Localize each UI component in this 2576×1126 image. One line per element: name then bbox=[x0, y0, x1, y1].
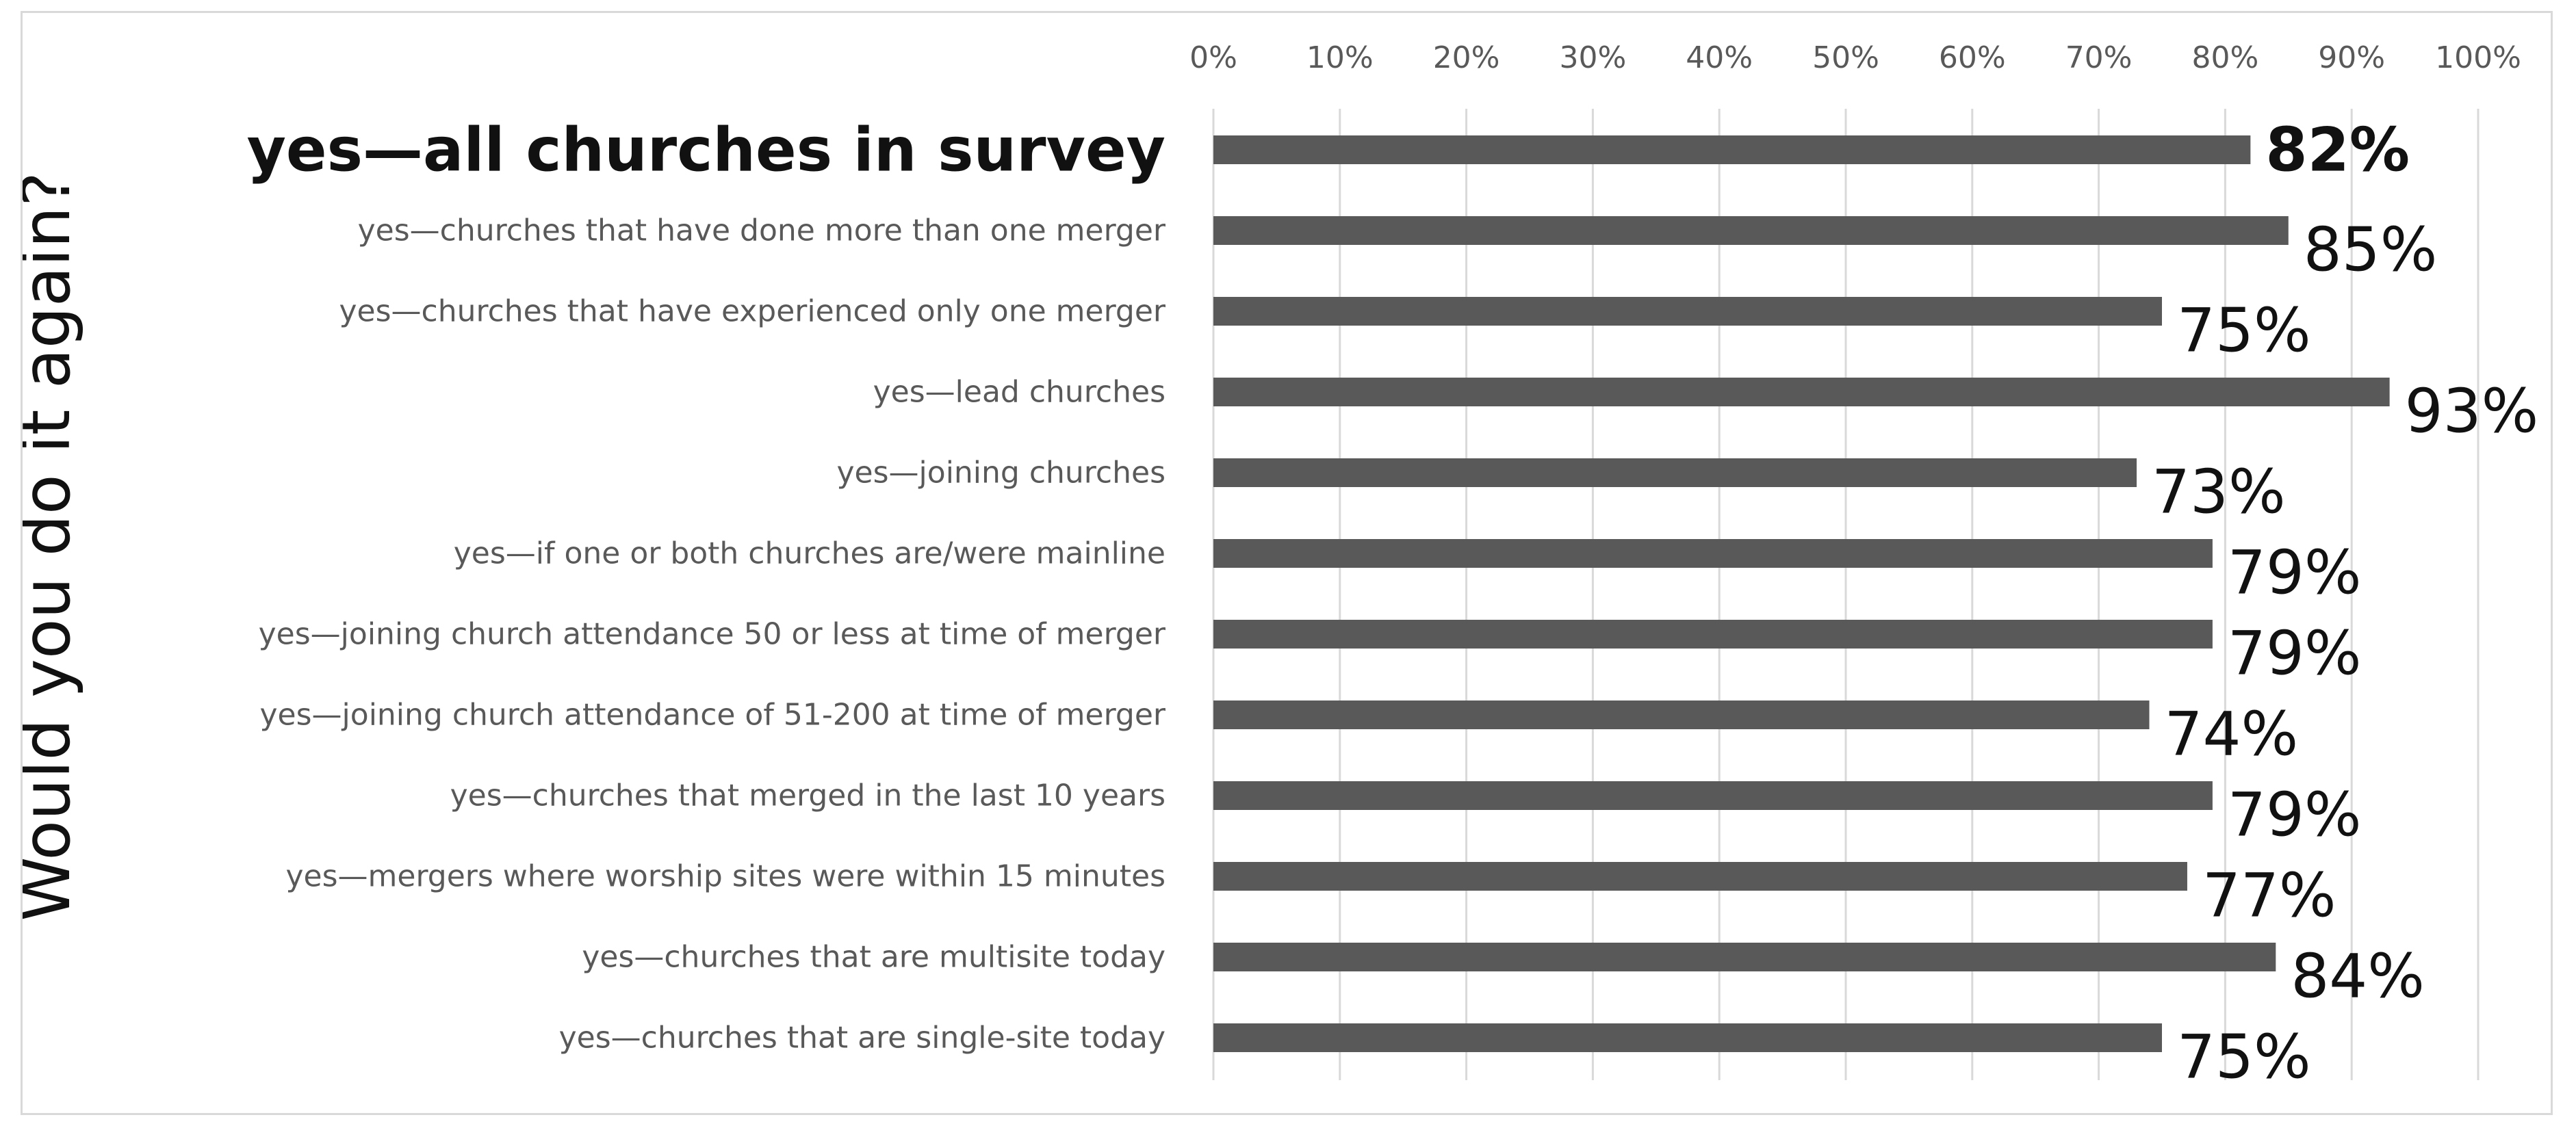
value-label: 84% bbox=[2291, 941, 2425, 1012]
x-tick-label: 40% bbox=[1686, 40, 1753, 75]
category-label: yes—churches that have done more than on… bbox=[358, 213, 1166, 248]
x-tick-label: 20% bbox=[1433, 40, 1500, 75]
category-label: yes—mergers where worship sites were wit… bbox=[286, 859, 1166, 894]
x-tick-label: 50% bbox=[1812, 40, 1879, 75]
category-labels: yes—all churches in survey yes—churches t… bbox=[247, 115, 1166, 1056]
bar bbox=[1213, 943, 2276, 971]
value-label: 85% bbox=[2304, 215, 2438, 285]
value-label: 79% bbox=[2228, 780, 2362, 850]
category-label: yes—churches that are single-site today bbox=[559, 1021, 1165, 1056]
x-tick-label: 0% bbox=[1189, 40, 1237, 75]
value-label: 79% bbox=[2228, 618, 2362, 689]
bar bbox=[1213, 378, 2390, 406]
bar bbox=[1213, 216, 2289, 245]
x-axis-tick-labels: 0% 10% 20% 30% 40% 50% 60% 70% 80% 90% 100% bbox=[1189, 40, 2521, 75]
x-tick-label: 70% bbox=[2065, 40, 2133, 75]
bar-chart: 0% 10% 20% 30% 40% 50% 60% 70% 80% 90% 100% yes—al… bbox=[23, 40, 2538, 1092]
value-labels: 82% 85% 75% 93% 73% 79% 79% 74% 79% 77% 84% 75% bbox=[2152, 115, 2538, 1092]
category-label: yes—joining church attendance of 51-200 … bbox=[260, 698, 1166, 733]
value-label: 73% bbox=[2152, 457, 2286, 527]
category-label: yes—lead churches bbox=[873, 375, 1165, 410]
category-label: yes—all churches in survey bbox=[247, 115, 1165, 185]
value-label: 79% bbox=[2228, 538, 2362, 608]
category-label: yes—churches that are multisite today bbox=[582, 940, 1165, 975]
x-tick-label: 100% bbox=[2435, 40, 2521, 75]
y-axis-title: Would you do it again? bbox=[23, 172, 85, 921]
value-label: 74% bbox=[2165, 699, 2299, 770]
bar bbox=[1213, 1023, 2162, 1052]
value-label: 77% bbox=[2202, 861, 2336, 931]
bar bbox=[1213, 539, 2213, 568]
category-label: yes—joining church attendance 50 or less… bbox=[259, 617, 1166, 652]
value-label: 82% bbox=[2265, 115, 2410, 185]
value-label: 75% bbox=[2177, 1022, 2311, 1092]
bar bbox=[1213, 862, 2187, 891]
value-label: 75% bbox=[2177, 296, 2311, 366]
category-label: yes—churches that have experienced only … bbox=[339, 294, 1165, 329]
x-tick-label: 90% bbox=[2318, 40, 2385, 75]
category-label: yes—if one or both churches are/were mai… bbox=[454, 536, 1165, 571]
x-tick-label: 80% bbox=[2192, 40, 2259, 75]
bar bbox=[1213, 701, 2150, 729]
x-tick-label: 30% bbox=[1560, 40, 1627, 75]
category-label: yes—joining churches bbox=[837, 456, 1165, 490]
chart-frame: 0% 10% 20% 30% 40% 50% 60% 70% 80% 90% 100% yes—al… bbox=[21, 11, 2553, 1115]
bar bbox=[1213, 297, 2162, 326]
gridlines bbox=[1212, 109, 2480, 1080]
bar bbox=[1213, 620, 2213, 649]
category-label: yes—churches that merged in the last 10 … bbox=[450, 778, 1165, 813]
x-tick-label: 60% bbox=[1939, 40, 2006, 75]
bar bbox=[1213, 781, 2213, 810]
value-label: 93% bbox=[2405, 376, 2539, 447]
bars bbox=[1213, 135, 2390, 1052]
bar bbox=[1213, 458, 2137, 487]
x-tick-label: 10% bbox=[1306, 40, 1374, 75]
bar bbox=[1213, 135, 2251, 164]
